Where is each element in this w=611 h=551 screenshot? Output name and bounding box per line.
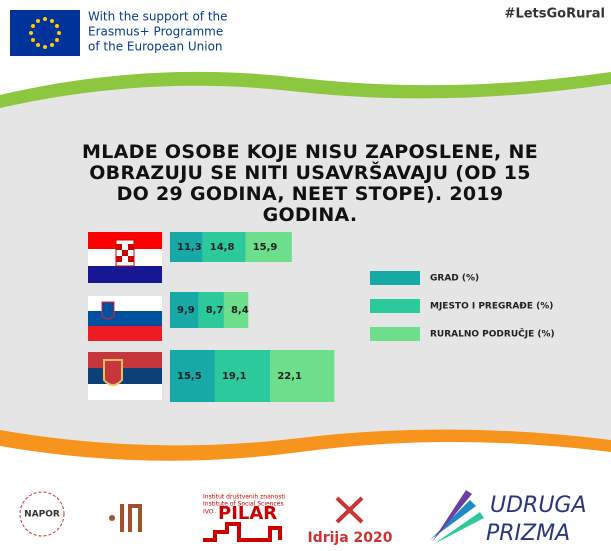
idrija-logo [337, 498, 362, 522]
ngo-logo [109, 504, 142, 532]
value-label: 19,1 [222, 371, 247, 382]
value-label: 8,7 [206, 305, 224, 316]
eu-text: of the European Union [88, 40, 223, 54]
value-label: 15,9 [253, 242, 278, 253]
value-label: 15,5 [177, 371, 202, 382]
hashtag: #LetsGoRural [505, 7, 605, 22]
value-label: 22,1 [277, 371, 302, 382]
pilar-small: Institut društvenih znanosti [203, 494, 286, 501]
pilar-small: IVO [203, 509, 214, 516]
value-label: 11,3 [177, 242, 202, 253]
value-label: 9,9 [177, 305, 195, 316]
page: With the support of the Erasmus+ Program… [0, 0, 611, 551]
legend-label: RURALNO PODRUČJE (%) [430, 328, 555, 340]
chart: With the support of the Erasmus+ Program… [0, 0, 611, 551]
pilar-text: PILAR [218, 503, 277, 524]
legend-label: MJESTO I PREGRAĐE (%) [430, 302, 553, 312]
legend-swatch [370, 327, 420, 341]
prizma-text: UDRUGA [490, 493, 587, 518]
napor-text: NAPOR [24, 510, 60, 520]
flag-serbia [88, 352, 162, 400]
eu-text: Erasmus+ Programme [88, 25, 223, 39]
legend-swatch [370, 271, 420, 285]
prizma-logo [430, 490, 484, 544]
pilar-steps [203, 524, 280, 540]
chart-title: MLADE OSOBE KOJE NISU ZAPOSLENE, NE OBRA… [70, 142, 550, 226]
idrija-text: Idrija 2020 [307, 530, 392, 546]
value-label: 14,8 [210, 242, 235, 253]
flag-slovenia [88, 296, 162, 341]
flag-croatia [88, 232, 162, 283]
legend-swatch [370, 299, 420, 313]
eu-flag [10, 10, 80, 56]
eu-text: With the support of the [88, 10, 228, 24]
value-label: 8,4 [231, 305, 249, 316]
legend-label: GRAD (%) [430, 274, 479, 284]
prizma-text: PRIZMA [486, 521, 570, 546]
